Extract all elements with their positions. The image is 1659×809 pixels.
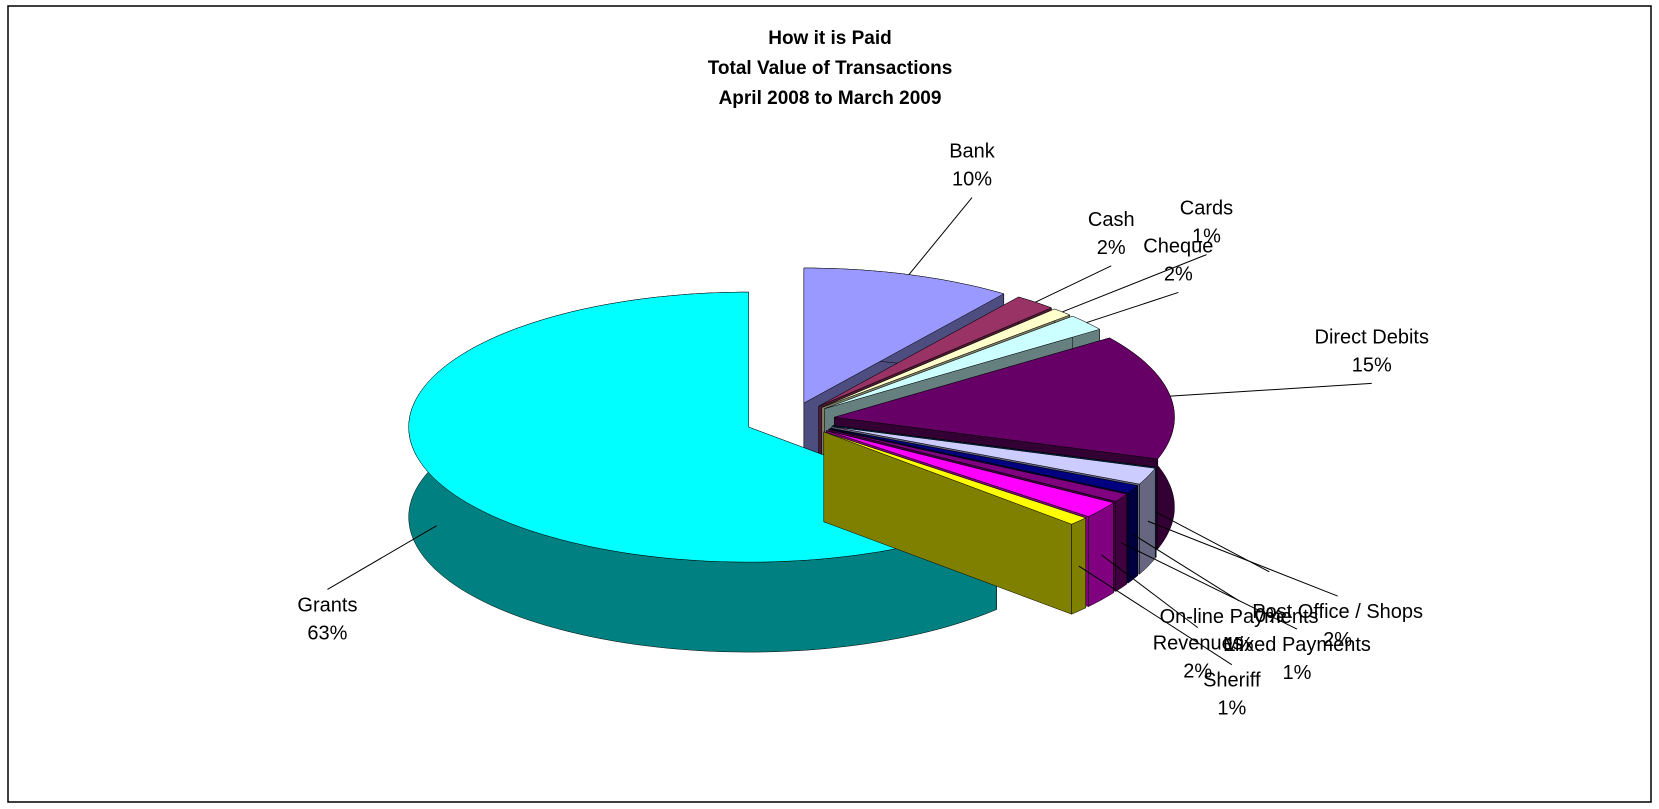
slice-wall: [1071, 517, 1086, 615]
leader-line: [1132, 533, 1240, 602]
data-label-value: 2%: [1183, 661, 1212, 683]
data-label-value: 1%: [1217, 698, 1246, 720]
chart-subtitle: April 2008 to March 2009: [719, 88, 942, 109]
leader-line: [1147, 520, 1338, 597]
data-label-value: 10%: [952, 169, 992, 191]
leader-line: [1035, 265, 1112, 303]
pie: [408, 267, 1175, 653]
slice-wall: [1127, 485, 1138, 584]
slice: [821, 308, 1071, 408]
data-label-name: Cards: [1180, 198, 1233, 220]
slice: [824, 315, 1101, 409]
data-label-name: Cheque: [1143, 235, 1213, 257]
leader-line: [1170, 382, 1372, 397]
slice: [826, 430, 1115, 517]
data-label-name: Mixed Payments: [1223, 634, 1371, 656]
chart-subtitle: Total Value of Transactions: [708, 58, 953, 79]
slice-wall: [1088, 502, 1114, 608]
data-label-name: Sheriff: [1203, 670, 1261, 692]
data-label-value: 63%: [307, 622, 347, 644]
data-label-name: Post Office / Shops: [1252, 601, 1423, 623]
data-label-name: Revenues: [1153, 633, 1243, 655]
leader-line: [1078, 565, 1233, 666]
slice: [818, 296, 1053, 407]
data-label-name: Grants: [297, 594, 357, 616]
data-label-value: 2%: [1323, 629, 1352, 651]
data-label-name: Direct Debits: [1315, 326, 1429, 348]
data-label-value: 1%: [1192, 226, 1221, 248]
data-label-value: 1%: [1225, 634, 1254, 656]
data-label-value: 15%: [1352, 354, 1392, 376]
leader-line: [908, 197, 973, 275]
leader-line: [1086, 291, 1179, 324]
data-label-value: 2%: [1164, 263, 1193, 285]
leader-line: [327, 525, 437, 590]
slice-wall: [1115, 493, 1127, 592]
leader-line: [1101, 554, 1199, 629]
data-label-value: 2%: [1097, 237, 1126, 259]
slice: [830, 427, 1139, 494]
leader-line: [1121, 542, 1298, 630]
slice: [828, 428, 1128, 502]
data-label-name: Bank: [949, 141, 996, 163]
data-label-name: Cash: [1088, 209, 1135, 231]
slice: [823, 431, 1087, 525]
data-label-name: On-line Payments: [1160, 606, 1319, 628]
slice: [832, 425, 1157, 468]
data-label-value: 1%: [1283, 662, 1312, 684]
leader-line: [1062, 254, 1207, 313]
chart-title: How it is Paid: [768, 28, 892, 49]
slice: [831, 426, 1156, 485]
